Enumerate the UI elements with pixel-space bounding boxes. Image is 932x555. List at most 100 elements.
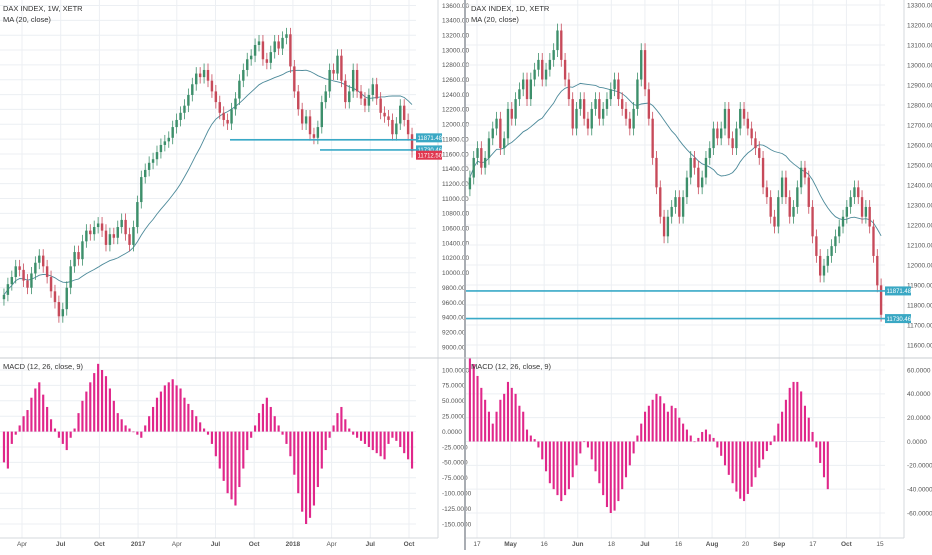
right-macd-bar[interactable] xyxy=(624,441,628,478)
left-candle[interactable] xyxy=(328,69,331,92)
left-macd-bar[interactable] xyxy=(136,431,139,435)
left-macd-bar[interactable] xyxy=(332,425,335,432)
right-macd-bar[interactable] xyxy=(598,441,601,484)
right-candle[interactable] xyxy=(491,128,494,139)
right-macd-bar[interactable] xyxy=(670,405,673,442)
left-macd-bar[interactable] xyxy=(246,431,249,451)
left-macd-bar[interactable] xyxy=(410,431,414,469)
left-macd-bar[interactable] xyxy=(383,431,386,460)
left-macd-bar[interactable] xyxy=(210,431,214,444)
left-candle[interactable] xyxy=(238,80,241,99)
right-macd-bar[interactable] xyxy=(579,441,582,454)
left-macd-bar[interactable] xyxy=(104,376,108,432)
right-candle[interactable] xyxy=(628,118,631,129)
right-candle[interactable] xyxy=(563,59,567,80)
left-price-axis[interactable]: 13600.00 13400.00 13200.00 13000.00 12800.00… xyxy=(442,3,469,352)
left-macd-bar[interactable] xyxy=(163,385,166,432)
left-macd-bar[interactable] xyxy=(363,431,367,444)
right-candle[interactable] xyxy=(697,167,700,188)
left-candle[interactable] xyxy=(391,119,394,135)
left-macd-bar[interactable] xyxy=(22,416,25,432)
left-candle[interactable] xyxy=(308,116,312,135)
right-candle[interactable] xyxy=(499,118,502,149)
right-candle[interactable] xyxy=(723,108,727,129)
right-macd-bar[interactable] xyxy=(472,364,475,442)
left-macd-bar[interactable] xyxy=(93,373,96,432)
right-candle[interactable] xyxy=(788,197,791,217)
right-macd-bar[interactable] xyxy=(583,441,586,443)
right-support-lines[interactable] xyxy=(466,290,885,320)
right-macd-histogram[interactable] xyxy=(468,358,829,513)
left-macd-bar[interactable] xyxy=(202,428,206,432)
right-macd-bar[interactable] xyxy=(643,411,647,442)
left-candle[interactable] xyxy=(124,219,127,235)
right-macd-bar[interactable] xyxy=(541,441,544,460)
left-macd-bar[interactable] xyxy=(42,394,45,432)
left-macd-bar[interactable] xyxy=(375,431,378,454)
left-macd-bar[interactable] xyxy=(367,431,370,447)
left-macd-bar[interactable] xyxy=(100,370,104,432)
left-candle[interactable] xyxy=(300,109,304,124)
right-macd-bar[interactable] xyxy=(552,441,555,490)
right-macd-bar[interactable] xyxy=(487,411,490,442)
right-candle[interactable] xyxy=(472,157,475,178)
left-candle[interactable] xyxy=(387,116,390,120)
right-candle[interactable] xyxy=(811,206,814,237)
left-candle[interactable] xyxy=(57,302,61,317)
right-candle[interactable] xyxy=(640,50,643,80)
left-candle[interactable] xyxy=(289,34,292,67)
left-macd-bar[interactable] xyxy=(34,388,37,432)
right-candle[interactable] xyxy=(864,206,868,217)
right-candle[interactable] xyxy=(857,187,860,198)
right-candle[interactable] xyxy=(735,128,738,149)
right-macd-bar[interactable] xyxy=(533,439,536,442)
left-macd-bar[interactable] xyxy=(371,431,374,451)
left-candle[interactable] xyxy=(210,80,214,92)
right-candle[interactable] xyxy=(579,99,582,109)
right-candle[interactable] xyxy=(754,138,757,149)
right-candle[interactable] xyxy=(643,50,647,90)
right-macd-bar[interactable] xyxy=(739,441,742,499)
left-candle[interactable] xyxy=(77,252,80,260)
left-candle[interactable] xyxy=(371,84,375,95)
left-macd-bar[interactable] xyxy=(30,397,33,432)
right-candle[interactable] xyxy=(727,108,730,139)
left-macd-bar[interactable] xyxy=(328,431,331,438)
left-candle[interactable] xyxy=(81,241,84,260)
right-macd-bar[interactable] xyxy=(826,441,829,490)
left-candle[interactable] xyxy=(206,69,210,81)
left-macd-bar[interactable] xyxy=(352,431,355,435)
right-candle[interactable] xyxy=(807,177,810,207)
left-candle[interactable] xyxy=(104,230,108,245)
right-candle[interactable] xyxy=(533,69,536,80)
right-candle[interactable] xyxy=(655,157,658,188)
left-macd-bar[interactable] xyxy=(69,431,72,438)
left-candle[interactable] xyxy=(395,123,398,135)
right-macd-bar[interactable] xyxy=(506,381,510,442)
left-candle[interactable] xyxy=(92,227,96,235)
right-candle[interactable] xyxy=(704,157,708,178)
left-macd-bar[interactable] xyxy=(148,416,151,432)
left-candle[interactable] xyxy=(171,127,174,138)
right-candle[interactable] xyxy=(647,89,651,119)
right-macd-bar[interactable] xyxy=(640,423,643,442)
left-macd-bar[interactable] xyxy=(242,431,245,469)
left-candle[interactable] xyxy=(89,230,92,235)
right-macd-bar[interactable] xyxy=(518,405,521,442)
right-candle[interactable] xyxy=(575,108,578,129)
left-macd-bar[interactable] xyxy=(206,431,210,435)
right-candle[interactable] xyxy=(803,167,807,178)
left-candle[interactable] xyxy=(363,98,367,106)
right-macd-bar[interactable] xyxy=(697,437,700,442)
right-macd-bar[interactable] xyxy=(514,393,517,442)
left-macd-bar[interactable] xyxy=(312,431,316,506)
left-candle[interactable] xyxy=(85,230,88,242)
right-macd-bar[interactable] xyxy=(529,435,532,442)
right-candle[interactable] xyxy=(872,226,875,256)
right-macd-bar[interactable] xyxy=(545,441,548,472)
right-macd-bar[interactable] xyxy=(647,405,650,442)
right-macd-bar[interactable] xyxy=(800,391,803,442)
left-macd-bar[interactable] xyxy=(273,416,276,432)
left-macd-bar[interactable] xyxy=(250,431,253,438)
left-candle[interactable] xyxy=(348,91,351,103)
